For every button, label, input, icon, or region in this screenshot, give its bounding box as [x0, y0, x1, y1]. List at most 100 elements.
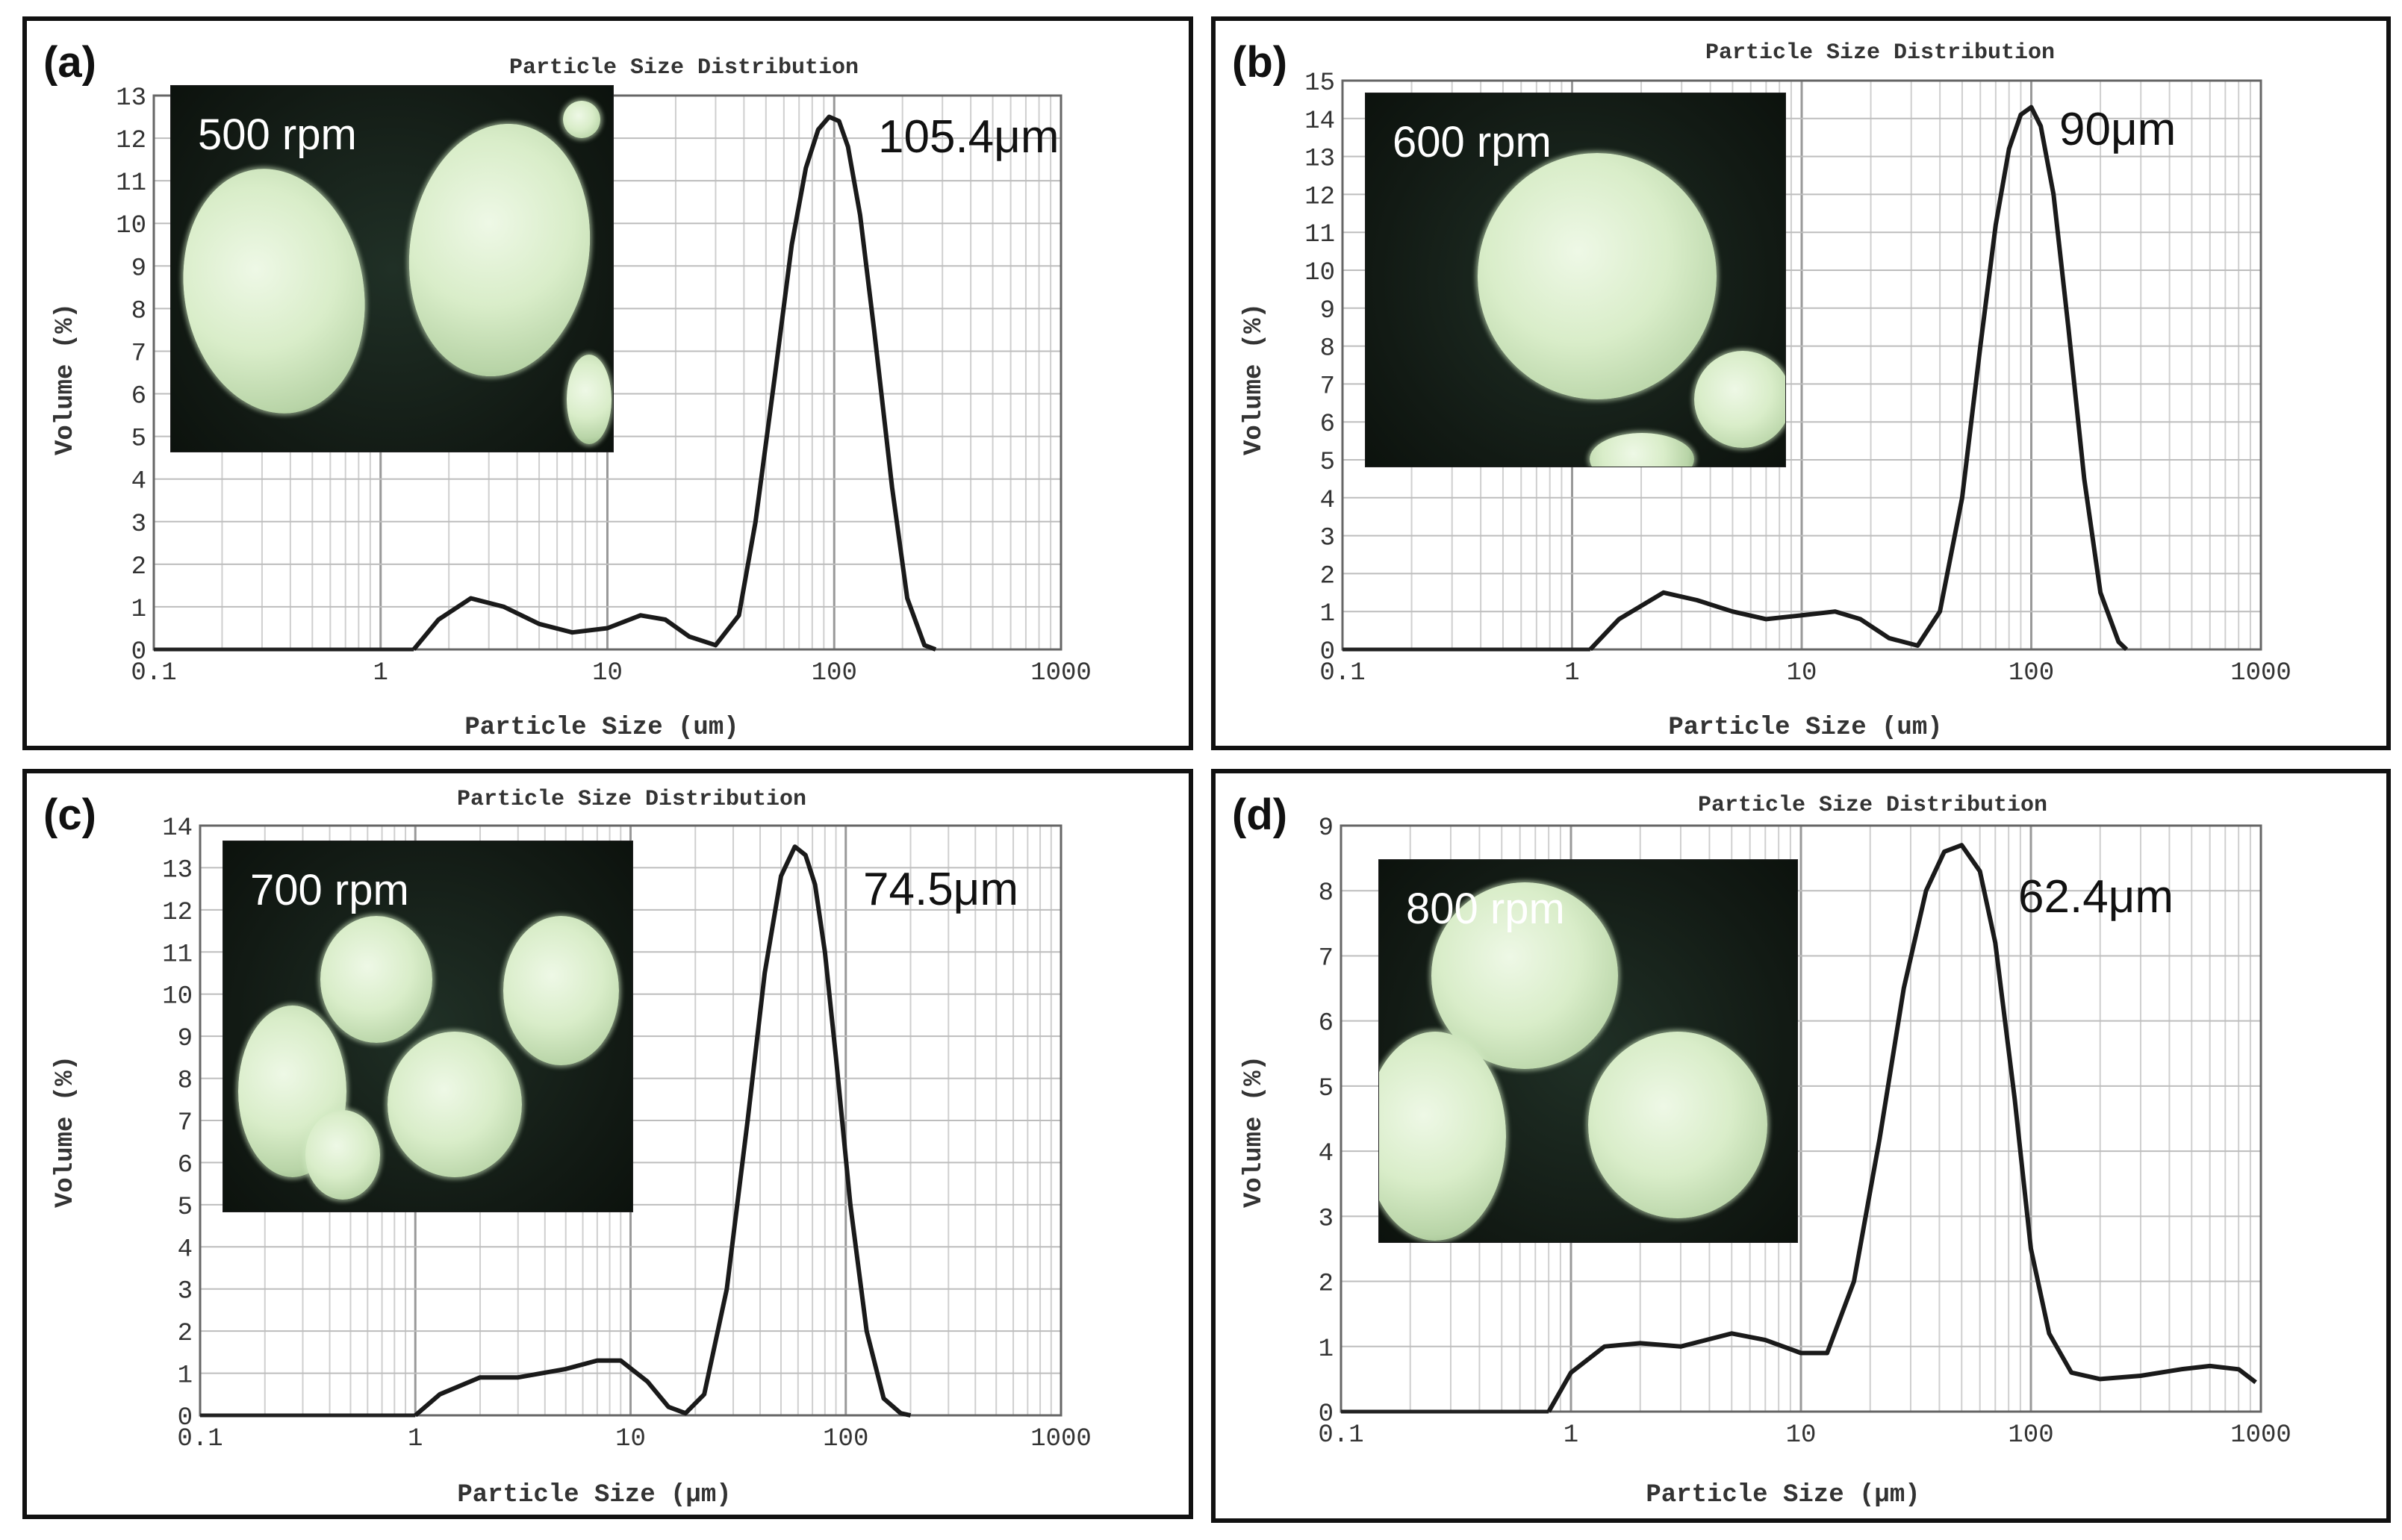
x-tick-label: 10 [1787, 659, 1817, 688]
y-tick-label: 1 [178, 1362, 193, 1391]
x-tick-label: 100 [2008, 1421, 2053, 1450]
y-tick-label: 4 [131, 468, 146, 496]
panel-d: 0.1 1 10 100 1000 0 1 2 3 4 5 6 7 8 9 Particle Size Dis… [1211, 769, 2391, 1523]
x-tick-label: 0.1 [177, 1425, 223, 1453]
y-axis-label: Volume (%) [1240, 1056, 1269, 1208]
y-tick-label: 9 [1319, 814, 1334, 843]
y-tick-label: 11 [116, 169, 146, 198]
x-axis-label: Particle Size (um) [464, 714, 738, 742]
peak-label: 90μm [2059, 104, 2177, 155]
x-tick-label: 100 [2009, 659, 2054, 688]
x-tick-label: 10 [1786, 1421, 1817, 1450]
y-tick-label: 8 [1320, 335, 1335, 364]
x-tick-label: 10 [592, 659, 623, 688]
y-tick-label: 8 [178, 1067, 193, 1096]
y-tick-label: 15 [1304, 69, 1335, 98]
y-tick-label: 14 [1304, 107, 1335, 136]
chart-title: Particle Size Distribution [1698, 793, 2047, 818]
y-tick-label: 13 [1304, 146, 1335, 174]
peak-label: 62.4μm [2018, 871, 2174, 923]
inset-photo: 600 rpm [1365, 93, 1786, 467]
y-tick-label: 10 [116, 212, 146, 240]
y-tick-label: 10 [1304, 259, 1335, 287]
y-tick-label: 0 [1320, 638, 1335, 667]
peak-label: 105.4μm [878, 111, 1060, 163]
y-tick-label: 8 [131, 297, 146, 325]
y-tick-label: 7 [178, 1109, 193, 1138]
y-tick-label: 12 [1304, 183, 1335, 211]
x-tick-label: 0.1 [131, 659, 176, 688]
x-tick-label: 10 [615, 1425, 646, 1453]
y-tick-label: 7 [1320, 372, 1335, 401]
y-tick-label: 9 [178, 1025, 193, 1053]
x-tick-label: 0.1 [1318, 1421, 1363, 1450]
y-axis-label: Volume (%) [1240, 303, 1269, 455]
x-tick-label: 1000 [1030, 1425, 1092, 1453]
y-tick-label: 9 [131, 255, 146, 283]
y-tick-label: 0 [131, 638, 146, 667]
y-tick-label: 3 [178, 1278, 193, 1306]
distribution-curve [1546, 843, 2257, 1413]
x-tick-label: 1000 [2230, 659, 2291, 688]
distribution-curve [411, 114, 937, 652]
panel-c: 0.1 1 10 100 1000 0 1 2 3 4 5 6 7 8 9 10 11 12 13 14 Particl… [22, 769, 1193, 1519]
x-tick-label: 100 [823, 1425, 868, 1453]
x-axis-label: Particle Size (um) [1668, 714, 1942, 742]
y-tick-label: 13 [162, 856, 193, 885]
y-tick-label: 2 [178, 1320, 193, 1348]
y-tick-label: 5 [1319, 1075, 1334, 1103]
inset-photo: 500 rpm [170, 85, 614, 452]
chart-title: Particle Size Distribution [509, 55, 859, 81]
inset-rpm-label: 700 rpm [250, 866, 409, 914]
x-tick-label: 100 [812, 659, 857, 688]
x-tick-label: 1 [373, 659, 388, 688]
y-tick-label: 5 [131, 425, 146, 454]
x-axis-label: Particle Size (μm) [1646, 1481, 1920, 1509]
y-tick-label: 13 [116, 84, 146, 113]
peak-label: 74.5μm [863, 864, 1019, 915]
x-axis-label: Particle Size (μm) [457, 1481, 731, 1509]
panel-label: (b) [1232, 38, 1288, 87]
y-tick-label: 3 [1319, 1205, 1334, 1233]
y-tick-label: 14 [162, 814, 193, 843]
panel-label: (a) [43, 38, 96, 87]
chart-title: Particle Size Distribution [1705, 40, 2055, 66]
y-tick-label: 2 [131, 553, 146, 582]
distribution-curve [414, 844, 912, 1418]
y-tick-label: 6 [178, 1151, 193, 1179]
y-tick-label: 10 [162, 983, 193, 1011]
y-tick-label: 0 [178, 1404, 193, 1433]
y-tick-label: 9 [1320, 297, 1335, 325]
y-tick-label: 5 [1320, 449, 1335, 477]
x-tick-label: 1000 [1030, 659, 1092, 688]
y-tick-label: 5 [178, 1194, 193, 1222]
x-tick-label: 1 [408, 1425, 423, 1453]
y-tick-label: 11 [1304, 221, 1335, 249]
y-tick-label: 7 [131, 340, 146, 368]
y-tick-label: 4 [1320, 487, 1335, 515]
panel-b: 0.1 1 10 100 1000 0 1 2 3 4 5 6 7 8 9 10 11 12 13 14 15 Parti… [1211, 16, 2391, 750]
inset-photo: 800 rpm [1378, 859, 1798, 1243]
inset-photo: 700 rpm [223, 841, 633, 1212]
y-tick-label: 12 [162, 899, 193, 927]
y-tick-label: 4 [178, 1235, 193, 1264]
x-tick-label: 1000 [2230, 1421, 2291, 1450]
chart-title: Particle Size Distribution [457, 787, 806, 812]
inset-rpm-label: 800 rpm [1406, 885, 1565, 933]
panel-label: (c) [43, 791, 96, 839]
y-tick-label: 2 [1319, 1271, 1334, 1299]
y-tick-label: 1 [131, 596, 146, 624]
y-tick-label: 6 [131, 383, 146, 411]
panel-label: (d) [1232, 791, 1288, 839]
distribution-curve [1588, 105, 2129, 652]
y-tick-label: 2 [1320, 562, 1335, 590]
plot-frame [199, 824, 1062, 1417]
y-tick-label: 12 [116, 127, 146, 155]
y-tick-label: 3 [1320, 525, 1335, 553]
y-tick-label: 11 [162, 941, 193, 969]
y-tick-label: 4 [1319, 1140, 1334, 1168]
plot-frame [1341, 79, 2262, 651]
y-tick-label: 3 [131, 511, 146, 539]
y-tick-label: 8 [1319, 879, 1334, 908]
y-tick-label: 1 [1320, 600, 1335, 629]
